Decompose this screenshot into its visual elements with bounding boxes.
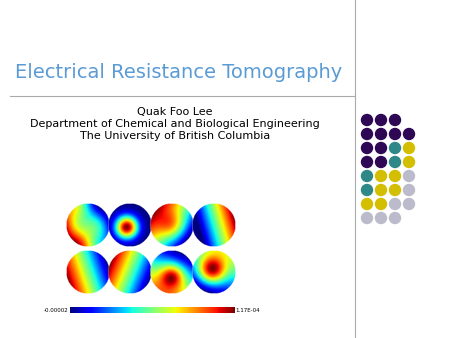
Circle shape	[404, 198, 414, 210]
Circle shape	[375, 185, 387, 195]
Circle shape	[390, 198, 400, 210]
Circle shape	[404, 156, 414, 168]
Circle shape	[375, 198, 387, 210]
Circle shape	[361, 185, 373, 195]
Text: 1.17E-04: 1.17E-04	[235, 308, 260, 313]
Circle shape	[375, 143, 387, 153]
Circle shape	[390, 156, 400, 168]
Text: The University of British Columbia: The University of British Columbia	[80, 131, 270, 141]
Circle shape	[361, 143, 373, 153]
Circle shape	[404, 170, 414, 182]
Circle shape	[390, 185, 400, 195]
Circle shape	[404, 128, 414, 140]
Circle shape	[361, 156, 373, 168]
Text: Electrical Resistance Tomography: Electrical Resistance Tomography	[15, 64, 342, 82]
Circle shape	[390, 143, 400, 153]
Circle shape	[390, 170, 400, 182]
Circle shape	[375, 170, 387, 182]
Circle shape	[361, 128, 373, 140]
Circle shape	[390, 115, 400, 125]
Circle shape	[361, 198, 373, 210]
Circle shape	[375, 115, 387, 125]
Circle shape	[375, 156, 387, 168]
Text: Department of Chemical and Biological Engineering: Department of Chemical and Biological En…	[30, 119, 320, 129]
Circle shape	[361, 213, 373, 223]
Circle shape	[361, 115, 373, 125]
Circle shape	[390, 128, 400, 140]
Circle shape	[375, 213, 387, 223]
Circle shape	[361, 170, 373, 182]
Text: Quak Foo Lee: Quak Foo Lee	[137, 107, 213, 117]
Circle shape	[404, 185, 414, 195]
Circle shape	[390, 213, 400, 223]
Text: -0.00002: -0.00002	[44, 308, 69, 313]
Circle shape	[375, 128, 387, 140]
Circle shape	[404, 143, 414, 153]
